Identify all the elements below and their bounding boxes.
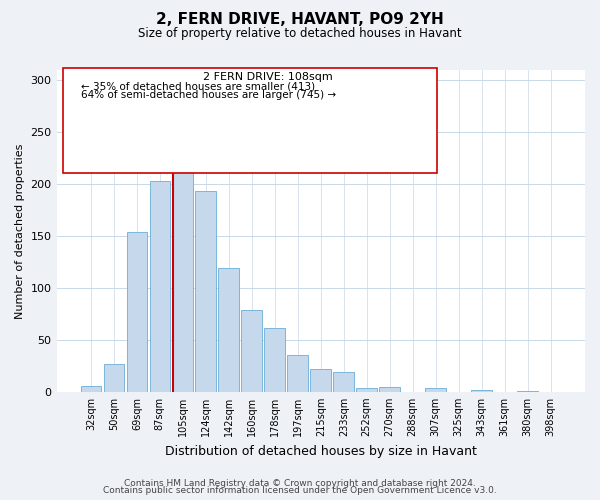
Bar — [173, 131, 193, 392]
Bar — [218, 268, 239, 392]
Bar — [472, 390, 492, 392]
Bar — [356, 388, 377, 392]
Bar — [287, 356, 308, 392]
Y-axis label: Number of detached properties: Number of detached properties — [15, 143, 25, 318]
Text: 2, FERN DRIVE, HAVANT, PO9 2YH: 2, FERN DRIVE, HAVANT, PO9 2YH — [156, 12, 444, 28]
Text: 2 FERN DRIVE: 108sqm: 2 FERN DRIVE: 108sqm — [203, 72, 332, 82]
Text: Contains HM Land Registry data © Crown copyright and database right 2024.: Contains HM Land Registry data © Crown c… — [124, 478, 476, 488]
Bar — [104, 364, 124, 392]
Bar — [149, 181, 170, 392]
Bar — [265, 328, 285, 392]
Bar — [80, 386, 101, 392]
Text: ← 35% of detached houses are smaller (413): ← 35% of detached houses are smaller (41… — [80, 82, 314, 92]
Bar — [310, 369, 331, 392]
Bar — [425, 388, 446, 392]
Bar — [517, 391, 538, 392]
Bar — [334, 372, 354, 392]
Text: 64% of semi-detached houses are larger (745) →: 64% of semi-detached houses are larger (… — [80, 90, 335, 101]
Bar — [379, 386, 400, 392]
Text: Contains public sector information licensed under the Open Government Licence v3: Contains public sector information licen… — [103, 486, 497, 495]
Bar — [241, 310, 262, 392]
X-axis label: Distribution of detached houses by size in Havant: Distribution of detached houses by size … — [165, 444, 477, 458]
Bar — [127, 232, 147, 392]
Bar — [196, 192, 216, 392]
Text: Size of property relative to detached houses in Havant: Size of property relative to detached ho… — [138, 28, 462, 40]
